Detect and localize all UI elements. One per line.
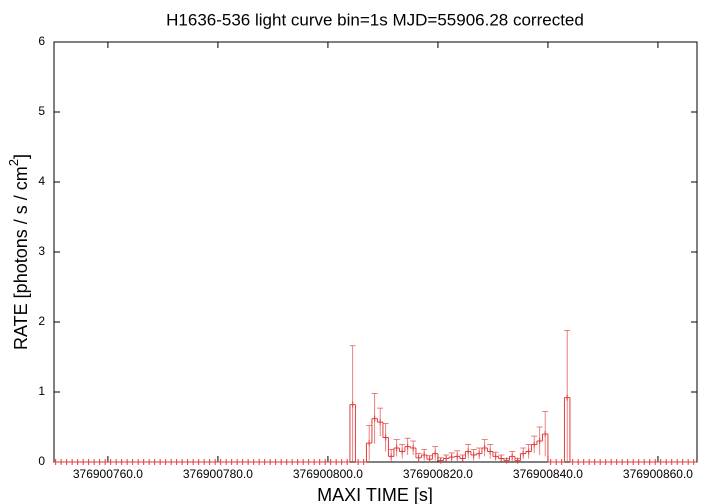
y-axis-label-sup: 2 bbox=[6, 159, 21, 166]
y-axis-label-end: ] bbox=[11, 154, 31, 159]
y-tick-label: 2 bbox=[38, 314, 45, 328]
chart-title: H1636-536 light curve bin=1s MJD=55906.2… bbox=[166, 10, 584, 29]
x-tick-label: 376900840.0 bbox=[513, 467, 583, 481]
x-tick-label: 376900860.0 bbox=[623, 467, 693, 481]
x-tick-label: 376900780.0 bbox=[183, 467, 253, 481]
y-tick-label: 6 bbox=[38, 34, 45, 48]
y-tick-label: 4 bbox=[38, 174, 45, 188]
y-tick-label: 1 bbox=[38, 384, 45, 398]
y-axis-label-text: RATE [photons / s / cm bbox=[11, 166, 31, 350]
x-tick-label: 376900820.0 bbox=[403, 467, 473, 481]
x-axis-label: MAXI TIME [s] bbox=[317, 485, 433, 504]
y-tick-label: 3 bbox=[38, 244, 45, 258]
x-tick-label: 376900800.0 bbox=[293, 467, 363, 481]
plot-frame bbox=[53, 41, 698, 463]
y-tick-label: 0 bbox=[38, 454, 45, 468]
x-tick-label: 376900760.0 bbox=[73, 467, 143, 481]
y-axis-label: RATE [photons / s / cm2] bbox=[6, 154, 30, 350]
y-tick-label: 5 bbox=[38, 104, 45, 118]
